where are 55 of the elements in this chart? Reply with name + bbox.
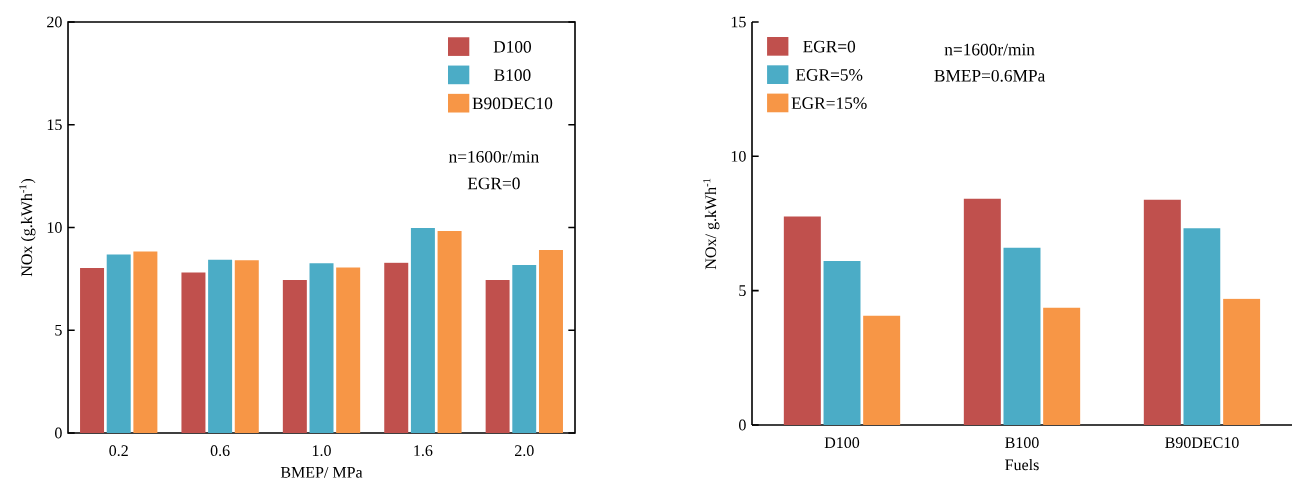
bar bbox=[823, 261, 861, 425]
bar bbox=[863, 315, 901, 425]
bar bbox=[106, 254, 131, 433]
legend-label: B90DEC10 bbox=[472, 97, 553, 110]
annotation: BMEP=0.6MPa bbox=[934, 69, 1046, 82]
bar bbox=[1183, 228, 1221, 425]
annotation: n=1600r/min bbox=[448, 150, 539, 163]
bar bbox=[1143, 199, 1181, 425]
y-tick-label: 5 bbox=[55, 324, 62, 336]
bar bbox=[336, 267, 361, 433]
x-tick-label: 2.0 bbox=[515, 445, 534, 457]
y-tick-label: 15 bbox=[731, 16, 746, 28]
bar bbox=[384, 262, 409, 433]
x-axis-title: Fuels bbox=[1005, 458, 1039, 471]
bar bbox=[1223, 298, 1261, 425]
bar bbox=[538, 250, 563, 433]
y-tick-label: 20 bbox=[47, 16, 62, 28]
y-axis-title: NOx/ g.kWh$^{-1}$ bbox=[703, 178, 720, 270]
x-tick-label: B100 bbox=[1005, 437, 1039, 449]
bar bbox=[208, 259, 233, 433]
y-tick-label: 0 bbox=[55, 427, 62, 439]
y-tick-label: 10 bbox=[731, 150, 746, 162]
legend-label: EGR=15% bbox=[791, 97, 867, 110]
bar bbox=[282, 279, 307, 433]
bar bbox=[963, 198, 1001, 425]
bar bbox=[1003, 247, 1041, 425]
bar bbox=[783, 216, 821, 425]
x-tick-label: B90DEC10 bbox=[1165, 437, 1239, 449]
bar bbox=[234, 260, 259, 433]
bar bbox=[309, 263, 334, 433]
y-axis-title: NOx (g.kWh$^{-1}$) bbox=[19, 178, 36, 277]
y-tick-label: 5 bbox=[739, 285, 746, 296]
bar bbox=[512, 265, 537, 433]
legend-label: EGR=0 bbox=[803, 40, 856, 53]
x-tick-label: 0.2 bbox=[109, 445, 128, 457]
y-tick-label: 0 bbox=[739, 419, 746, 431]
bar bbox=[133, 251, 158, 433]
x-tick-label: 1.6 bbox=[414, 445, 433, 457]
bar bbox=[80, 267, 105, 433]
y-tick-label: 15 bbox=[47, 119, 62, 131]
bar bbox=[485, 279, 510, 433]
legend-label: B100 bbox=[494, 69, 531, 81]
legend-label: EGR=5% bbox=[795, 69, 863, 81]
x-tick-label: D100 bbox=[824, 437, 860, 449]
x-tick-label: 0.6 bbox=[210, 445, 230, 457]
bar bbox=[437, 230, 462, 433]
bar bbox=[1043, 307, 1081, 425]
annotation: n=1600r/min bbox=[944, 43, 1035, 56]
bar bbox=[410, 228, 435, 433]
legend-label: D100 bbox=[493, 40, 532, 53]
x-tick-label: 1.0 bbox=[312, 445, 331, 457]
bar bbox=[181, 272, 206, 433]
annotation: EGR=0 bbox=[467, 177, 520, 190]
x-axis-title: BMEP/ MPa bbox=[280, 467, 363, 478]
y-tick-label: 10 bbox=[47, 222, 62, 233]
